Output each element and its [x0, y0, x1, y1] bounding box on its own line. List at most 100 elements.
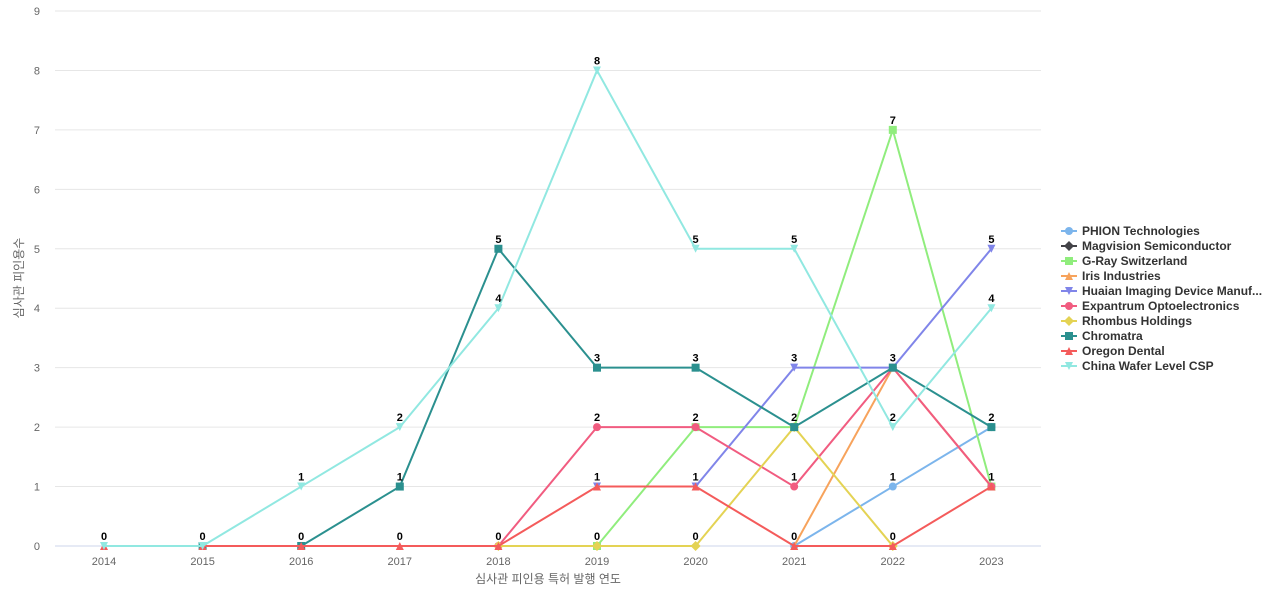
data-label: 5: [693, 234, 699, 246]
legend-label: Huaian Imaging Device Manuf...: [1082, 284, 1262, 298]
data-label: 3: [791, 353, 797, 365]
data-point: [691, 423, 700, 432]
legend-item[interactable]: Rhombus Holdings: [1061, 314, 1192, 328]
series-5: [494, 363, 996, 550]
legend-marker: [1065, 302, 1073, 310]
data-point: [987, 304, 996, 313]
data-label: 2: [693, 412, 699, 424]
data-point: [395, 423, 404, 432]
x-tick-label: 2023: [979, 556, 1003, 568]
legend-marker: [1065, 362, 1073, 370]
y-tick-label: 4: [34, 303, 40, 315]
data-label: 5: [988, 234, 994, 246]
legend-marker: [1065, 227, 1073, 235]
data-label: 3: [594, 353, 600, 365]
data-label: 0: [594, 531, 600, 543]
y-tick-label: 0: [34, 541, 40, 553]
data-point: [593, 66, 601, 75]
data-label: 5: [791, 234, 797, 246]
data-label: 0: [397, 531, 403, 543]
data-label: 0: [890, 531, 896, 543]
data-label: 3: [890, 353, 896, 365]
legend-item[interactable]: G-Ray Switzerland: [1061, 254, 1187, 268]
y-tick-label: 2: [34, 422, 40, 434]
legend-marker: [1065, 332, 1073, 340]
legend-label: G-Ray Switzerland: [1082, 254, 1187, 268]
series-line: [497, 366, 993, 547]
data-point: [100, 542, 108, 550]
y-axis-title: 심사관 피인용수: [12, 238, 26, 319]
legend-marker: [1065, 257, 1073, 265]
legend-item[interactable]: PHION Technologies: [1061, 224, 1200, 238]
series-line: [793, 365, 993, 547]
y-tick-label: 3: [34, 363, 40, 375]
legend-label: Magvision Semiconductor: [1082, 239, 1232, 253]
series-line: [104, 485, 992, 547]
data-label: 1: [397, 472, 403, 484]
legend-label: Oregon Dental: [1082, 344, 1165, 358]
x-tick-label: 2016: [289, 556, 313, 568]
x-tick-label: 2019: [585, 556, 609, 568]
x-tick-label: 2014: [92, 556, 116, 568]
x-tick-label: 2020: [683, 556, 707, 568]
legend-label: Iris Industries: [1082, 269, 1161, 283]
legend-item[interactable]: Iris Industries: [1061, 269, 1161, 283]
data-point: [987, 244, 996, 253]
data-label: 1: [298, 472, 304, 484]
data-label: 1: [594, 472, 600, 484]
data-label: 0: [693, 531, 699, 543]
data-label: 2: [791, 412, 797, 424]
data-labels: 1 2 2 2 7 1 3 5 2 1 0 0 0 1 5 3 3 3 0 0 0 1 1 0 0 0 1 2 4 8 5 5 2 4: [101, 55, 995, 543]
data-label: 1: [791, 472, 797, 484]
legend-item[interactable]: Oregon Dental: [1061, 344, 1165, 358]
data-label: 0: [101, 531, 107, 543]
data-point: [395, 482, 404, 491]
data-label: 8: [594, 55, 600, 67]
data-point: [987, 482, 996, 491]
data-label: 7: [890, 115, 896, 127]
legend-item[interactable]: Huaian Imaging Device Manuf...: [1061, 284, 1262, 298]
legend-item[interactable]: Expantrum Optoelectronics: [1061, 299, 1240, 313]
data-point: [790, 542, 799, 550]
legend-item[interactable]: Magvision Semiconductor: [1061, 239, 1232, 253]
data-label: 1: [693, 472, 699, 484]
data-point: [790, 482, 799, 491]
legend-item[interactable]: China Wafer Level CSP: [1061, 359, 1214, 373]
y-tick-label: 1: [34, 482, 40, 494]
legend-label: Expantrum Optoelectronics: [1082, 299, 1240, 313]
data-label: 2: [594, 412, 600, 424]
data-point: [494, 244, 503, 253]
x-tick-label: 2018: [486, 556, 510, 568]
series-9: [100, 66, 996, 550]
data-point: [691, 363, 700, 372]
legend-item[interactable]: Chromatra: [1061, 329, 1143, 343]
y-tick-label: 7: [34, 125, 40, 137]
data-point: [593, 363, 601, 372]
data-label: 1: [988, 472, 994, 484]
data-label: 5: [495, 234, 501, 246]
y-axis-ticks: 0 1 2 3 4 5 6 7 8 9: [34, 6, 40, 553]
data-point: [494, 542, 503, 550]
data-point: [691, 482, 700, 491]
legend-marker: [1064, 316, 1074, 326]
data-point: [888, 125, 897, 134]
y-tick-label: 8: [34, 65, 40, 77]
data-point: [297, 542, 306, 550]
x-tick-label: 2017: [388, 556, 412, 568]
data-point: [593, 482, 601, 491]
legend-label: Chromatra: [1082, 329, 1143, 343]
data-label: 2: [397, 412, 403, 424]
x-axis-ticks: 2014 2015 2016 2017 2018 2019 2020 2021 2022 2023: [92, 556, 1004, 568]
data-point: [888, 482, 897, 491]
x-tick-label: 2015: [190, 556, 214, 568]
data-label: 3: [693, 353, 699, 365]
data-point: [395, 542, 404, 550]
x-tick-label: 2021: [782, 556, 806, 568]
data-point: [690, 541, 701, 551]
data-point: [297, 482, 306, 491]
series-8: [100, 482, 996, 550]
data-point: [790, 244, 799, 253]
series-line: [202, 246, 992, 547]
